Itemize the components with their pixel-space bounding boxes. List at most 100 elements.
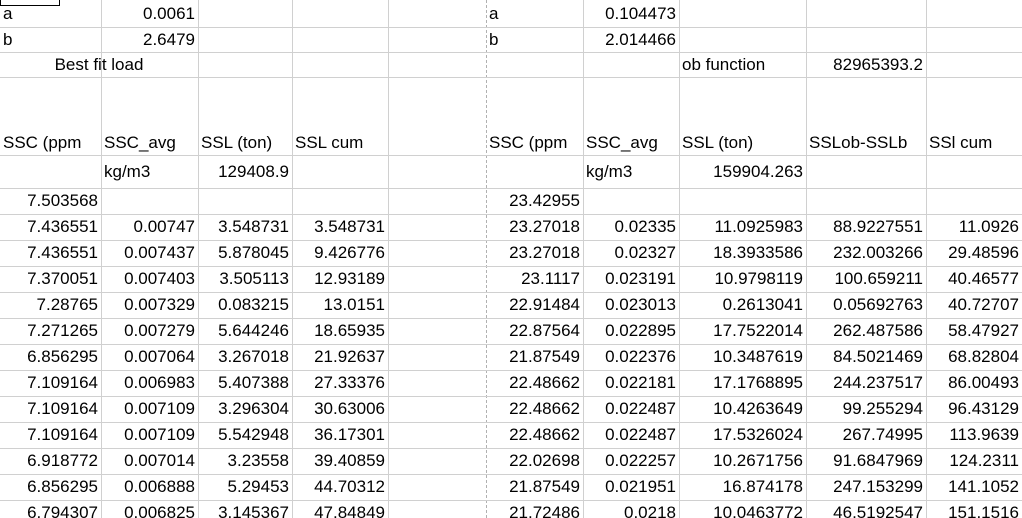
data-cell[interactable]: 3.23558 [227,451,289,470]
data-cell[interactable]: 7.436551 [27,217,98,236]
data-cell[interactable]: 17.7522014 [713,321,803,340]
data-cell[interactable]: 27.33376 [314,373,385,392]
data-cell[interactable]: 124.2311 [949,451,1019,470]
data-cell[interactable]: 99.255294 [842,399,923,418]
data-cell[interactable]: 0.007403 [124,269,195,288]
data-cell[interactable]: 100.659211 [834,269,923,288]
data-cell[interactable]: 0.022181 [605,373,676,392]
data-cell[interactable]: 16.874178 [722,477,803,496]
data-cell[interactable]: 0.021951 [605,477,676,496]
data-cell[interactable]: 0.007109 [124,425,195,444]
data-cell[interactable]: 22.02698 [509,451,580,470]
data-cell[interactable]: 17.5326024 [713,425,803,444]
data-cell[interactable]: 0.007109 [124,399,195,418]
data-cell[interactable]: 151.1516 [948,503,1019,518]
cell-param-b-value[interactable]: 2.014466 [605,30,676,49]
data-cell[interactable]: 88.9227551 [833,217,923,236]
data-cell[interactable]: 11.0926 [958,217,1019,236]
data-cell[interactable]: 5.878045 [218,243,289,262]
column-header[interactable]: SSC_avg [104,133,176,152]
data-cell[interactable]: 0.083215 [218,295,289,314]
cell-param-b-label[interactable]: b [489,30,499,49]
data-cell[interactable]: 0.00747 [133,217,195,236]
data-cell[interactable]: 3.267018 [218,347,289,366]
data-cell[interactable]: 86.00493 [948,373,1019,392]
data-cell[interactable]: 0.006888 [124,477,195,496]
data-cell[interactable]: 113.9639 [949,425,1019,444]
data-cell[interactable]: 10.2671756 [713,451,803,470]
data-cell[interactable]: 68.82804 [948,347,1019,366]
data-cell[interactable]: 3.548731 [314,217,385,236]
cell-param-a-label[interactable]: a [3,4,13,23]
data-cell[interactable]: 3.505113 [219,269,289,288]
data-cell[interactable]: 5.644246 [218,321,289,340]
data-cell[interactable]: 7.28765 [36,295,98,314]
data-cell[interactable]: 0.006825 [124,503,195,518]
data-cell[interactable]: 30.63006 [314,399,385,418]
data-cell[interactable]: 23.27018 [509,243,580,262]
data-cell[interactable]: 7.109164 [27,425,98,444]
data-cell[interactable]: 21.92637 [314,347,385,366]
data-cell[interactable]: 0.007437 [124,243,195,262]
data-cell[interactable]: 44.70312 [314,477,385,496]
cell-units-kg-m3[interactable]: kg/m3 [104,162,151,181]
data-cell[interactable]: 262.487586 [833,321,923,340]
data-cell[interactable]: 22.91484 [509,295,580,314]
cell-ssl-total[interactable]: 159904.263 [713,162,803,181]
data-cell[interactable]: 0.0218 [624,503,676,518]
data-cell[interactable]: 6.856295 [27,477,98,496]
data-cell[interactable]: 10.4263649 [713,399,803,418]
data-cell[interactable]: 0.007329 [124,295,195,314]
data-cell[interactable]: 22.48662 [509,425,580,444]
data-cell[interactable]: 6.856295 [27,347,98,366]
data-cell[interactable]: 36.17301 [314,425,385,444]
data-cell[interactable]: 7.370051 [27,269,98,288]
data-cell[interactable]: 18.3933586 [713,243,803,262]
data-cell[interactable]: 29.48596 [948,243,1019,262]
data-cell[interactable]: 47.84849 [314,503,385,518]
data-cell[interactable]: 0.023013 [605,295,676,314]
data-cell[interactable]: 23.42955 [509,191,580,210]
data-cell[interactable]: 13.0151 [323,295,385,314]
data-cell[interactable]: 3.145367 [218,503,289,518]
data-cell[interactable]: 0.023191 [605,269,676,288]
data-cell[interactable]: 40.46577 [948,269,1019,288]
data-cell[interactable]: 23.1117 [521,269,580,288]
column-header[interactable]: SSC_avg [586,133,658,152]
data-cell[interactable]: 5.542948 [218,425,289,444]
data-cell[interactable]: 7.271265 [27,321,98,340]
data-cell[interactable]: 5.407388 [218,373,289,392]
data-cell[interactable]: 10.9798119 [714,269,803,288]
data-cell[interactable]: 6.794307 [27,503,98,518]
data-cell[interactable]: 10.0463772 [713,503,803,518]
data-cell[interactable]: 18.65935 [314,321,385,340]
data-cell[interactable]: 247.153299 [833,477,923,496]
data-cell[interactable]: 267.74995 [842,425,923,444]
data-cell[interactable]: 0.022487 [605,399,676,418]
cell-param-a-value[interactable]: 0.104473 [605,4,676,23]
column-header[interactable]: SSC (ppm [3,133,82,152]
cell-best-fit-label[interactable]: Best fit load [54,55,144,74]
data-cell[interactable]: 21.87549 [509,477,580,496]
column-header[interactable]: SSC (ppm [489,133,568,152]
column-header[interactable]: SSLob-SSLb [809,133,908,152]
data-cell[interactable]: 11.0925983 [714,217,803,236]
data-cell[interactable]: 17.1768895 [713,373,803,392]
data-cell[interactable]: 0.022376 [605,347,676,366]
cell-param-a-value[interactable]: 0.0061 [143,4,195,23]
data-cell[interactable]: 58.47927 [948,321,1019,340]
data-cell[interactable]: 7.109164 [27,399,98,418]
data-cell[interactable]: 6.918772 [27,451,98,470]
data-cell[interactable]: 96.43129 [948,399,1019,418]
cell-units-kg-m3[interactable]: kg/m3 [586,162,633,181]
data-cell[interactable]: 12.93189 [314,269,385,288]
data-cell[interactable]: 0.05692763 [833,295,923,314]
data-cell[interactable]: 21.87549 [509,347,580,366]
cell-param-b-label[interactable]: b [3,30,13,49]
data-cell[interactable]: 0.006983 [124,373,195,392]
data-cell[interactable]: 7.436551 [27,243,98,262]
data-cell[interactable]: 10.3487619 [713,347,803,366]
cell-param-a-label[interactable]: a [489,4,499,23]
data-cell[interactable]: 46.5192547 [833,503,923,518]
